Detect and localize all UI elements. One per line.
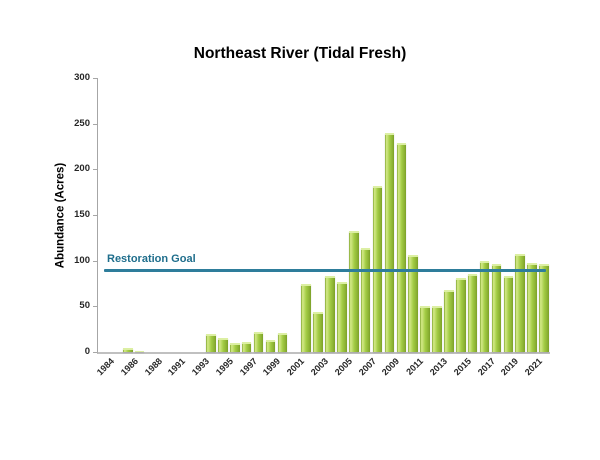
bar-2002: [301, 284, 311, 352]
y-tick-label: 300: [74, 72, 90, 83]
y-tick-label: 0: [84, 346, 90, 357]
bar-2011: [408, 255, 418, 352]
y-tick-label: 250: [74, 117, 90, 129]
bar-2018: [491, 264, 502, 352]
bar-2013: [432, 306, 442, 352]
bar-2000: [277, 332, 288, 352]
bar-1986: [122, 348, 133, 352]
bar-1995: [218, 338, 228, 352]
y-tick-mark: [93, 169, 97, 171]
y-tick-mark: [93, 123, 97, 125]
bar-2006: [348, 231, 359, 352]
bar-1994: [206, 333, 216, 352]
bar-2003: [313, 311, 323, 352]
chart-title: Northeast River (Tidal Fresh): [193, 45, 407, 62]
bar-1987: [134, 351, 145, 352]
bar-2005: [337, 281, 347, 352]
bar-2016: [467, 274, 478, 352]
restoration-goal-line: [104, 268, 546, 272]
bar-2020: [515, 254, 526, 352]
bar-1999: [265, 340, 276, 352]
y-tick-mark: [93, 260, 97, 262]
restoration-goal-label: Restoration Goal: [107, 252, 196, 265]
bar-2014: [444, 289, 454, 352]
y-tick-label: 100: [74, 254, 90, 266]
bar-2010: [396, 142, 407, 352]
plot-area: 0 50 100 150 200 250 300 Restoration Goal 1984…: [74, 72, 550, 377]
bar-2012: [420, 306, 430, 352]
bar-2007: [360, 247, 371, 352]
bar-2017: [479, 260, 490, 352]
bar-2004: [325, 276, 335, 352]
bar-2009: [384, 132, 395, 352]
y-tick-mark: [93, 215, 97, 216]
y-tick-label: 150: [74, 209, 90, 220]
bar-2022: [539, 264, 549, 352]
bar-1998: [253, 331, 264, 352]
y-tick-label: 50: [79, 300, 90, 312]
bar-2019: [503, 276, 514, 352]
bar-1996: [229, 342, 240, 352]
bar-2021: [527, 262, 537, 352]
bar-1997: [241, 341, 252, 352]
y-tick-label: 200: [74, 163, 90, 175]
y-tick-mark: [93, 352, 97, 353]
y-tick-mark: [93, 78, 97, 79]
bar-2015: [455, 278, 466, 352]
y-tick-mark: [93, 306, 97, 308]
